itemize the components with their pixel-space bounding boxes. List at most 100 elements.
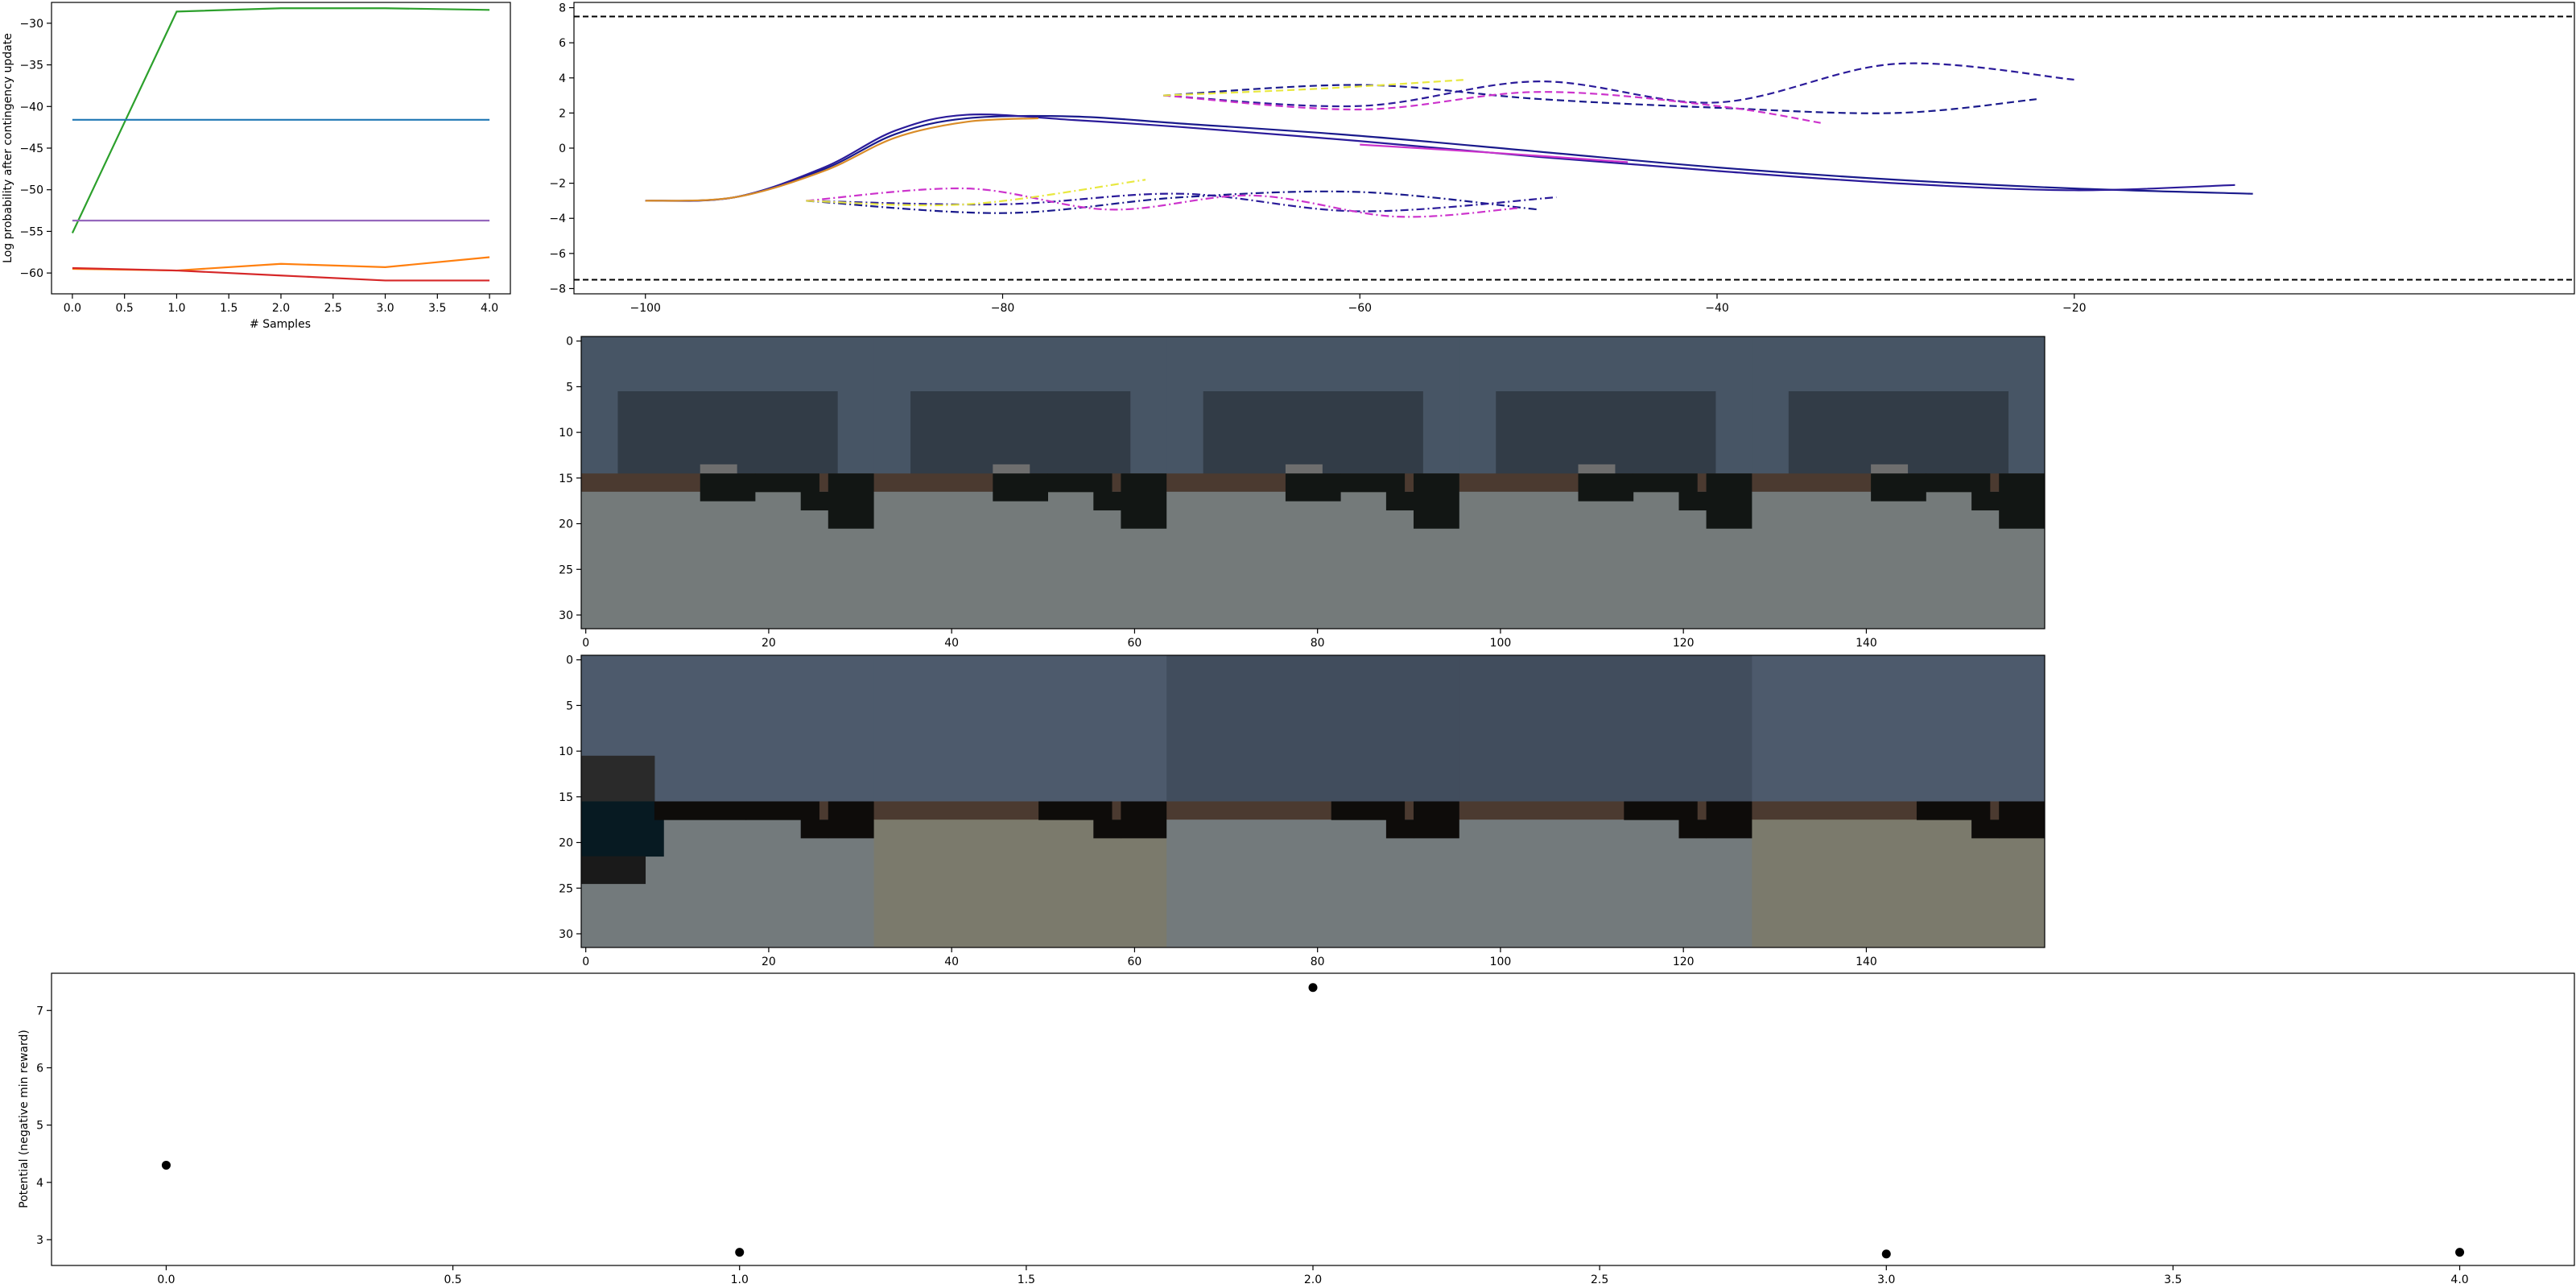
potential-point xyxy=(2455,1248,2465,1257)
camera-image-top-building xyxy=(1926,473,1991,493)
camera-image-top-building xyxy=(1871,473,1926,502)
camera-image-bottom-xtick-label: 80 xyxy=(1311,956,1325,968)
potential-point xyxy=(1308,983,1318,993)
trajectory-ytick-label: −8 xyxy=(549,283,566,295)
trajectory-ytick-label: 2 xyxy=(559,107,566,120)
camera-image-top-rooftop xyxy=(1285,464,1323,474)
potential-ytick-label: 5 xyxy=(36,1120,43,1133)
potential-ylabel: Potential (negative min reward) xyxy=(18,1030,31,1208)
log-probability-ytick-label: −30 xyxy=(19,18,43,31)
log-probability-xtick-label: 1.5 xyxy=(220,302,237,315)
potential-xtick-label: 2.0 xyxy=(1304,1274,1322,1286)
trajectory-line xyxy=(645,117,1038,202)
camera-image-bottom-ground xyxy=(873,819,1167,948)
trajectory-line xyxy=(1163,91,1825,125)
camera-image-top-xtick-label: 40 xyxy=(944,637,959,650)
potential-xtick-label: 3.5 xyxy=(2164,1274,2182,1286)
trajectory-xtick-label: −80 xyxy=(991,302,1015,315)
camera-image-top-xtick-label: 140 xyxy=(1856,637,1877,650)
log-probability-xtick-label: 3.0 xyxy=(376,302,394,315)
camera-image-top-sky-shade xyxy=(910,391,1131,474)
camera-image-bottom-building xyxy=(1971,819,2000,839)
potential-ytick-label: 6 xyxy=(36,1062,43,1075)
camera-image-top-sky-shade xyxy=(1788,391,2009,474)
log-probability-xlabel: # Samples xyxy=(250,318,311,331)
potential-ytick-label: 3 xyxy=(36,1234,43,1247)
log-probability-ytick-label: −50 xyxy=(19,184,43,197)
camera-image-bottom-xtick-label: 20 xyxy=(762,956,776,968)
camera-image-bottom-building xyxy=(1916,801,1991,820)
camera-image-bottom-building xyxy=(828,801,875,839)
camera-image-top-building xyxy=(1121,473,1167,529)
potential-axes-frame xyxy=(51,972,2575,1266)
camera-image-top-building xyxy=(700,473,756,502)
camera-image-top-building xyxy=(1047,473,1113,493)
potential-point xyxy=(1881,1249,1891,1259)
camera-image-top-ytick-label: 10 xyxy=(559,427,573,440)
camera-image-bottom-xtick-label: 0 xyxy=(582,956,589,968)
potential-ytick-label: 4 xyxy=(36,1177,43,1190)
potential-xtick-label: 1.5 xyxy=(1018,1274,1035,1286)
camera-image-top-ytick-label: 0 xyxy=(566,336,573,349)
camera-image-top-rooftop xyxy=(1578,464,1616,474)
camera-image-bottom-ground xyxy=(1752,819,2046,948)
camera-image-top-sky-shade xyxy=(1496,391,1716,474)
camera-image-bottom-building xyxy=(1706,801,1752,839)
camera-image-bottom-building xyxy=(1385,819,1414,839)
camera-image-bottom-xtick-label: 100 xyxy=(1490,956,1512,968)
camera-image-bottom-vehicle xyxy=(581,856,646,885)
trajectory-ytick-label: −4 xyxy=(549,213,566,225)
camera-image-top-building xyxy=(1385,491,1414,511)
trajectory-line xyxy=(806,187,1521,218)
log-probability-xtick-label: 2.0 xyxy=(272,302,290,315)
potential-xtick-label: 3.0 xyxy=(1877,1274,1895,1286)
camera-image-top-rooftop xyxy=(1871,464,1909,474)
camera-image-bottom-building xyxy=(1413,801,1460,839)
camera-image-top-building xyxy=(993,473,1048,502)
camera-image-top-building xyxy=(1578,473,1634,502)
camera-image-bottom-ground xyxy=(1459,819,1752,948)
trajectory-line xyxy=(645,114,2235,202)
camera-image-top-ytick-label: 20 xyxy=(559,518,573,531)
trajectory-line xyxy=(1360,143,1629,163)
potential-point xyxy=(735,1248,745,1257)
potential-xtick-label: 4.0 xyxy=(2450,1274,2468,1286)
camera-image-top-building xyxy=(1633,473,1698,493)
camera-image-bottom-xtick-label: 40 xyxy=(944,956,959,968)
trajectory-ytick-label: 6 xyxy=(559,37,566,50)
camera-image-top-building xyxy=(828,473,875,529)
camera-image-top-xtick-label: 20 xyxy=(762,637,776,650)
camera-image-top-building xyxy=(1413,473,1460,529)
trajectory-ytick-label: 8 xyxy=(559,2,566,15)
camera-image-top-rooftop xyxy=(993,464,1030,474)
trajectory-ytick-label: 4 xyxy=(559,72,566,85)
camera-image-top: 0 20 40 60 80 100 120 140 0 5 10 15 20 25 30 xyxy=(559,336,2046,650)
camera-image-bottom-building xyxy=(654,801,747,820)
log-probability-xtick-label: 0.0 xyxy=(64,302,81,315)
camera-image-top-building xyxy=(1971,491,2000,511)
trajectory-ytick-label: −2 xyxy=(549,178,566,191)
camera-image-bottom: 0 20 40 60 80 100 120 140 0 5 10 15 20 25 30 xyxy=(559,654,2046,968)
camera-image-top-ground xyxy=(1166,491,1460,630)
camera-image-top-building xyxy=(1678,491,1707,511)
trajectory-line xyxy=(1163,78,1468,97)
camera-image-bottom-building xyxy=(1093,819,1121,839)
camera-image-bottom-building xyxy=(1678,819,1707,839)
camera-image-bottom-building xyxy=(745,801,819,820)
camera-image-bottom-building xyxy=(800,819,829,839)
camera-image-bottom-ytick-label: 30 xyxy=(559,928,573,941)
camera-image-bottom-ytick-label: 0 xyxy=(566,654,573,667)
camera-image-top-building xyxy=(1706,473,1752,529)
camera-image-top-ytick-label: 30 xyxy=(559,609,573,622)
log-probability-xtick-label: 1.0 xyxy=(167,302,185,315)
camera-image-bottom-vehicle xyxy=(581,755,655,802)
camera-image-top-xtick-label: 120 xyxy=(1673,637,1695,650)
camera-image-top-xtick-label: 100 xyxy=(1490,637,1512,650)
camera-image-top-ytick-label: 25 xyxy=(559,564,573,576)
potential-ytick-label: 7 xyxy=(36,1005,43,1018)
log-probability-ytick-label: −55 xyxy=(19,225,43,238)
camera-image-top-ytick-label: 15 xyxy=(559,473,573,485)
log-probability-xtick-label: 4.0 xyxy=(481,302,498,315)
camera-image-bottom-sky xyxy=(873,655,1167,802)
